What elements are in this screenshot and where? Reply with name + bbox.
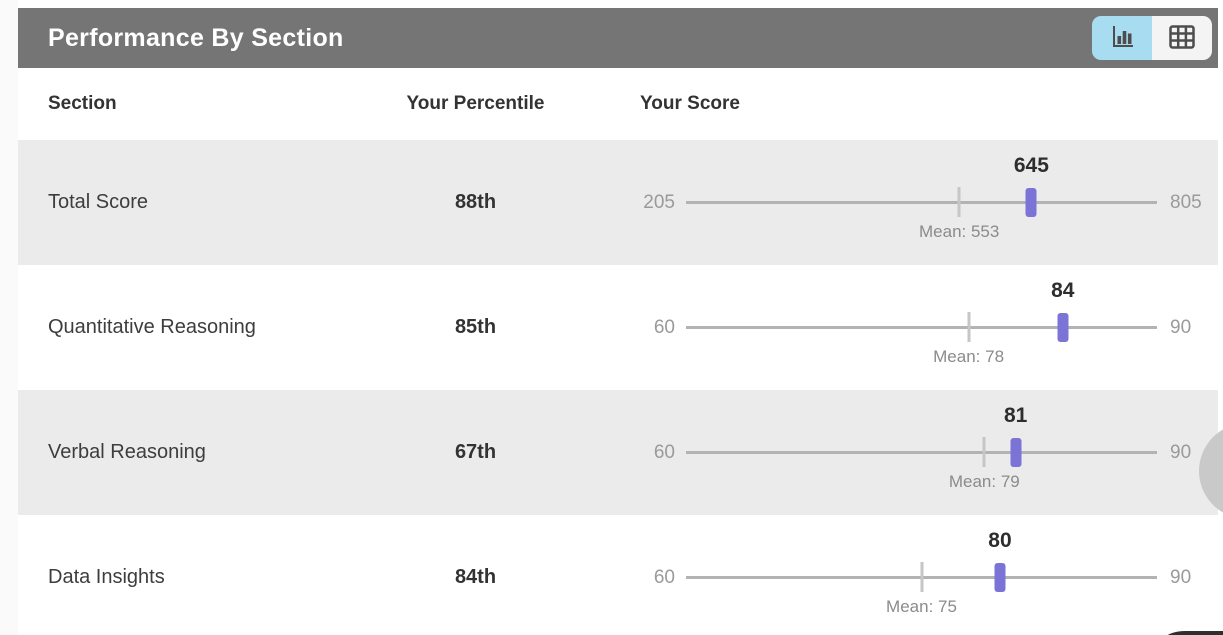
score-cell: 60 81 Mean: 79 90 <box>598 404 1218 491</box>
score-cell: 205 645 Mean: 553 805 <box>598 154 1218 241</box>
percentile-value: 67th <box>454 441 497 463</box>
column-header-section: Section <box>48 93 117 114</box>
section-name: Data Insights <box>48 566 165 588</box>
score-value-label: 81 <box>1004 404 1028 427</box>
scale-max-label: 90 <box>1170 566 1192 588</box>
table-row: Verbal Reasoning 67th 60 81 Mean: 79 90 <box>18 390 1218 515</box>
mean-label: Mean: 79 <box>948 472 1020 491</box>
mean-label: Mean: 75 <box>886 597 957 616</box>
view-toggle-group <box>1092 16 1212 60</box>
bar-chart-icon <box>1109 24 1136 53</box>
scale-min-label: 60 <box>653 316 675 338</box>
section-name: Quantitative Reasoning <box>48 316 256 338</box>
section-name: Verbal Reasoning <box>48 441 206 463</box>
table-row: Total Score 88th 205 645 Mean: 553 805 <box>18 140 1218 265</box>
score-value-label: 80 <box>988 529 1012 552</box>
table-grid-icon <box>1169 24 1195 52</box>
score-value-label: 645 <box>1013 154 1049 177</box>
mean-tick-mark <box>957 187 961 217</box>
percentile-value: 84th <box>454 566 497 588</box>
scale-max-label: 90 <box>1170 441 1192 463</box>
page-title: Performance By Section <box>48 23 344 52</box>
section-name: Total Score <box>48 191 149 213</box>
score-rows: Total Score 88th 205 645 Mean: 553 805 Q… <box>18 140 1218 635</box>
score-value-label: 84 <box>1051 279 1075 302</box>
mean-tick-mark <box>967 312 971 342</box>
column-header-percentile: Your Percentile <box>406 93 545 114</box>
scale-min-label: 205 <box>643 191 675 213</box>
score-marker <box>1025 188 1037 217</box>
mean-label: Mean: 553 <box>919 222 1000 241</box>
scale-min-label: 60 <box>653 566 675 588</box>
table-column-headers: Section Your Percentile Your Score <box>18 68 1218 140</box>
table-view-button[interactable] <box>1152 16 1212 60</box>
score-marker <box>994 563 1006 592</box>
score-cell: 60 84 Mean: 78 90 <box>598 279 1218 366</box>
table-row: Quantitative Reasoning 85th 60 84 Mean: … <box>18 265 1218 390</box>
percentile-value: 88th <box>454 191 497 213</box>
score-cell: 60 80 Mean: 75 90 <box>598 529 1218 616</box>
score-track: 81 Mean: 79 <box>686 404 1157 491</box>
bottom-right-button[interactable] <box>1164 631 1223 635</box>
score-marker <box>1057 313 1069 342</box>
score-marker <box>1010 438 1022 467</box>
score-track: 84 Mean: 78 <box>686 279 1157 366</box>
score-track: 645 Mean: 553 <box>686 154 1157 241</box>
mean-label: Mean: 78 <box>933 347 1005 366</box>
score-track: 80 Mean: 75 <box>686 529 1157 616</box>
scale-max-label: 805 <box>1170 191 1202 213</box>
mean-tick-mark <box>982 437 986 467</box>
chart-view-button[interactable] <box>1092 16 1152 60</box>
scale-min-label: 60 <box>653 441 675 463</box>
column-header-score: Your Score <box>640 93 740 114</box>
page-left-margin <box>0 0 18 635</box>
mean-tick-mark <box>920 562 923 592</box>
percentile-value: 85th <box>454 316 497 338</box>
table-row: Data Insights 84th 60 80 Mean: 75 90 <box>18 515 1218 635</box>
panel-header: Performance By Section <box>18 8 1218 68</box>
scale-max-label: 90 <box>1170 316 1192 338</box>
performance-by-section-panel: Performance By Section <box>18 8 1218 635</box>
